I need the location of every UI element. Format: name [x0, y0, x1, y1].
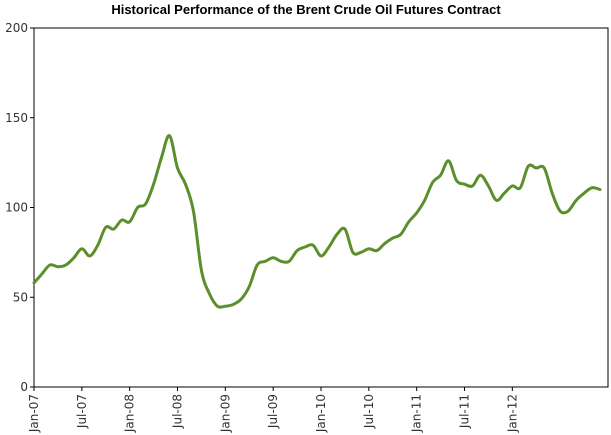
series-group	[32, 134, 602, 309]
y-tick-label: 0	[20, 380, 28, 394]
x-axis: Jan-07 Jul-07 Jan-08 Jul-08 Jan-09 Jul-09 Jan-…	[27, 387, 519, 433]
x-tick-label: Jul-10	[362, 394, 376, 429]
x-tick-label: Jan-11	[410, 394, 424, 433]
plot-frame	[33, 27, 609, 388]
y-tick-label: 200	[5, 21, 28, 35]
x-tick-label: Jan-08	[123, 394, 137, 433]
x-tick-label: Jan-07	[27, 394, 41, 433]
x-tick-label: Jul-08	[171, 394, 185, 429]
series-line	[32, 134, 602, 309]
y-axis: 0 50 100 150 200	[5, 21, 34, 394]
y-tick-label: 100	[5, 201, 28, 215]
chart-title: Historical Performance of the Brent Crud…	[111, 2, 501, 17]
x-tick-label: Jul-09	[266, 394, 280, 429]
x-tick-label: Jan-10	[314, 394, 328, 433]
x-tick-label: Jan-12	[505, 394, 519, 433]
y-tick-label: 50	[13, 290, 28, 304]
y-tick-label: 150	[5, 111, 28, 125]
x-tick-label: Jul-11	[458, 394, 472, 429]
x-tick-label: Jul-07	[75, 394, 89, 429]
x-tick-label: Jan-09	[218, 394, 232, 433]
